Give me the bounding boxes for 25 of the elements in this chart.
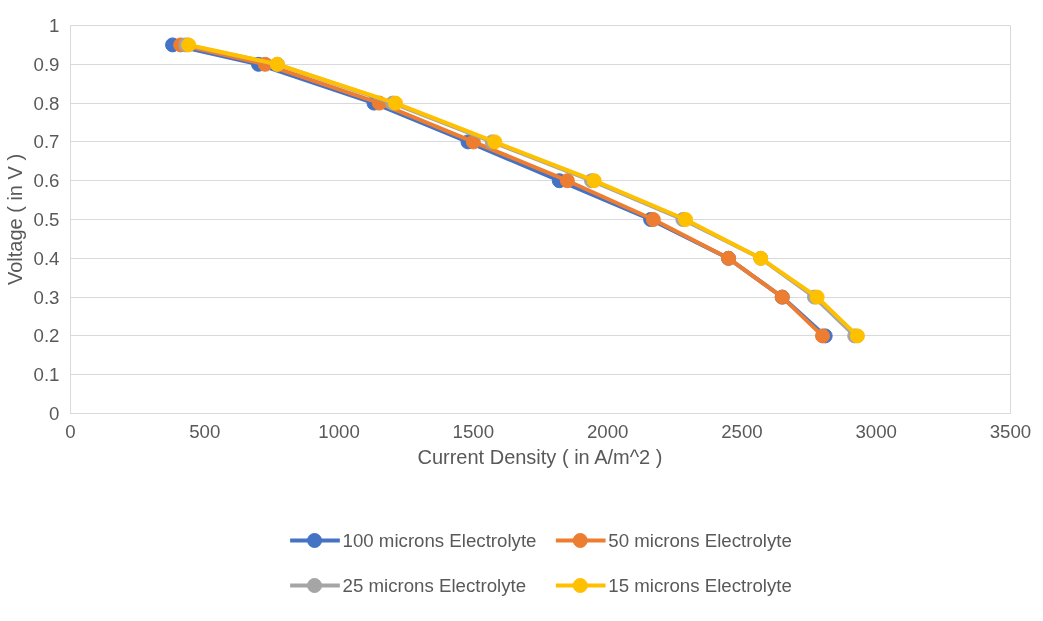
- x-tick-label: 2000: [586, 420, 629, 442]
- y-tick-label: 0.4: [33, 247, 60, 269]
- y-tick-label: 0.2: [33, 325, 60, 347]
- x-tick-label: 3000: [855, 420, 897, 442]
- legend-label: 15 microns Electrolyte: [608, 575, 792, 596]
- legend-label: 25 microns Electrolyte: [342, 575, 527, 596]
- y-tick-label: 0.3: [33, 286, 60, 308]
- y-tick-label: 0.9: [33, 53, 60, 75]
- x-tick-label: 500: [189, 420, 221, 442]
- y-axis-title: Voltage ( in V ): [3, 153, 26, 286]
- y-tick-label: 0.6: [33, 170, 60, 192]
- y-tick-label: 0: [49, 403, 60, 424]
- x-tick-label: 1500: [452, 420, 495, 442]
- x-tick-label: 0: [65, 420, 76, 442]
- x-tick-label: 3500: [989, 420, 1032, 442]
- x-tick-label: 2500: [721, 420, 763, 442]
- y-tick-label: 0.7: [33, 131, 60, 153]
- y-tick-label: 0.8: [33, 92, 60, 114]
- x-tick-label: 1000: [318, 420, 360, 442]
- x-axis-title: Current Density ( in A/m^2 ): [417, 445, 663, 468]
- y-tick-label: 1: [49, 15, 60, 36]
- y-tick-label: 0.5: [33, 209, 60, 230]
- y-tick-label: 0.1: [33, 364, 60, 386]
- legend-label: 50 microns Electrolyte: [608, 530, 792, 551]
- legend-label: 100 microns Electrolyte: [342, 530, 537, 551]
